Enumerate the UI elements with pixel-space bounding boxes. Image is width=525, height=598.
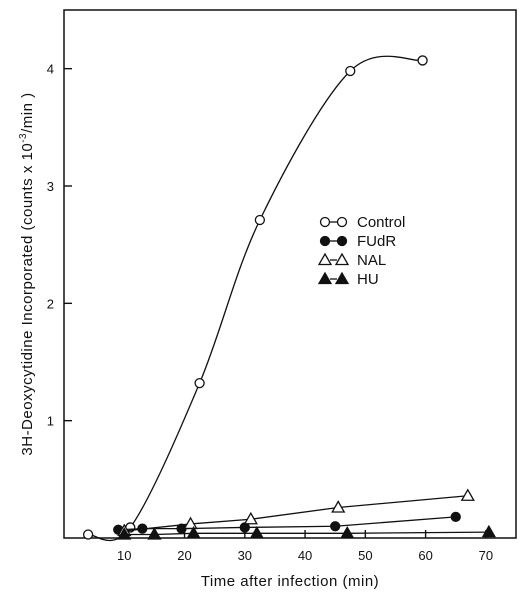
legend-label-fudr: FUdR <box>357 233 396 250</box>
data-point-control <box>254 214 266 226</box>
x-tick-label: 20 <box>177 548 191 563</box>
series-hu <box>117 524 497 540</box>
legend-label-nal: NAL <box>357 252 386 269</box>
x-axis-ticks: 10 20 30 40 50 60 70 <box>117 530 493 563</box>
data-point-nal <box>183 516 198 530</box>
legend-marker-control <box>319 216 331 228</box>
data-point-nal <box>460 488 475 501</box>
legend-label-control: Control <box>357 214 405 231</box>
x-tick-label: 40 <box>298 548 312 563</box>
y-axis-title: 3H-Deoxycytidine Incorporated (counts x … <box>18 92 36 455</box>
data-point-hu <box>340 525 355 539</box>
y-tick-label: 2 <box>47 296 54 311</box>
data-point-hu <box>186 525 201 539</box>
x-tick-label: 60 <box>418 548 432 563</box>
legend-marker-fudr <box>336 235 348 247</box>
legend-marker-nal <box>317 252 333 266</box>
data-point-nal <box>243 511 258 525</box>
data-point-fudr <box>450 511 461 523</box>
data-point-control <box>194 377 205 389</box>
data-point-hu <box>147 527 162 540</box>
legend-marker-hu <box>334 271 350 285</box>
data-point-nal <box>331 500 346 513</box>
x-tick-label: 70 <box>479 548 493 563</box>
legend-marker-hu <box>317 271 333 285</box>
y-tick-label: 1 <box>47 414 54 429</box>
plot-frame <box>63 9 517 539</box>
data-point-hu <box>117 527 132 540</box>
x-axis-title: Time after infection (min) <box>201 573 379 590</box>
data-point-hu <box>481 524 497 538</box>
y-tick-label: 3 <box>47 179 54 194</box>
y-tick-label: 4 <box>47 62 54 77</box>
legend-label-hu: HU <box>357 271 379 288</box>
y-axis-title-superscript: -3 <box>18 133 29 143</box>
series-line-fudr <box>118 516 456 531</box>
data-point-hu <box>249 525 264 539</box>
data-point-control <box>345 65 356 77</box>
x-tick-label: 10 <box>117 548 131 563</box>
series-layer <box>82 55 497 542</box>
legend: Control FUdR NAL HU <box>317 214 405 288</box>
data-point-fudr <box>330 521 341 532</box>
legend-marker-control <box>336 216 348 228</box>
legend-marker-nal <box>334 252 350 266</box>
y-axis-title-main: 3H-Deoxycytidine Incorporated (counts x … <box>19 143 36 456</box>
x-tick-label: 50 <box>358 548 372 563</box>
y-axis-ticks: 1 2 3 4 <box>47 62 72 429</box>
series-fudr <box>113 511 461 535</box>
x-tick-label: 30 <box>238 548 252 563</box>
data-point-control <box>417 55 428 66</box>
series-line-control <box>88 55 423 542</box>
series-control <box>82 55 428 542</box>
y-axis-title-unit: /min ) <box>19 92 36 133</box>
series-line-nal <box>124 495 468 532</box>
legend-marker-fudr <box>319 235 331 247</box>
data-point-control <box>82 529 94 540</box>
series-line-hu <box>124 531 489 536</box>
